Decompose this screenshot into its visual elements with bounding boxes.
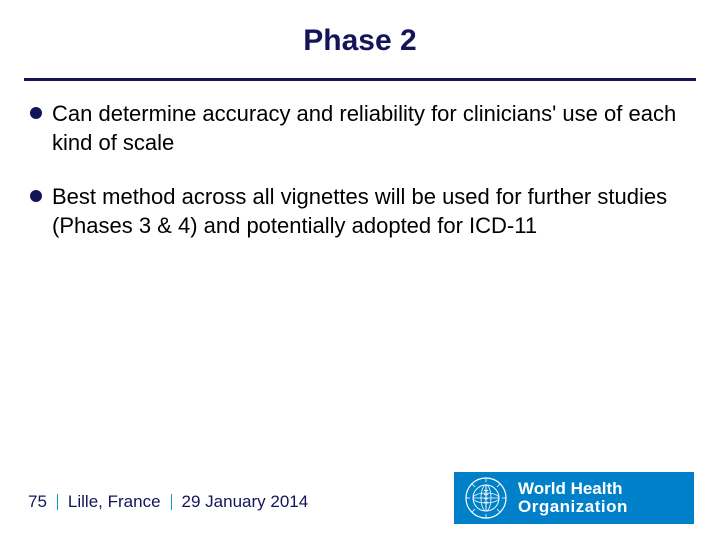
content-area: Can determine accuracy and reliability f… [30, 100, 690, 266]
bullet-marker-icon [30, 190, 42, 202]
separator-icon [171, 494, 172, 510]
bullet-marker-icon [30, 107, 42, 119]
footer: 75 Lille, France 29 January 2014 [0, 460, 720, 540]
bullet-item: Best method across all vignettes will be… [30, 183, 690, 240]
title-rule [24, 78, 696, 81]
footer-location: Lille, France [68, 492, 161, 512]
who-emblem-icon [464, 476, 508, 520]
bullet-text: Can determine accuracy and reliability f… [52, 100, 690, 157]
footer-text: 75 Lille, France 29 January 2014 [28, 492, 308, 512]
who-logo: World Health Organization [454, 472, 694, 524]
separator-icon [57, 494, 58, 510]
footer-date: 29 January 2014 [182, 492, 309, 512]
slide-title: Phase 2 [0, 24, 720, 58]
bullet-text: Best method across all vignettes will be… [52, 183, 690, 240]
who-logo-text: World Health Organization [518, 480, 628, 516]
who-logo-line2: Organization [518, 498, 628, 516]
who-logo-line1: World Health [518, 480, 628, 498]
bullet-item: Can determine accuracy and reliability f… [30, 100, 690, 157]
page-number: 75 [28, 492, 47, 512]
